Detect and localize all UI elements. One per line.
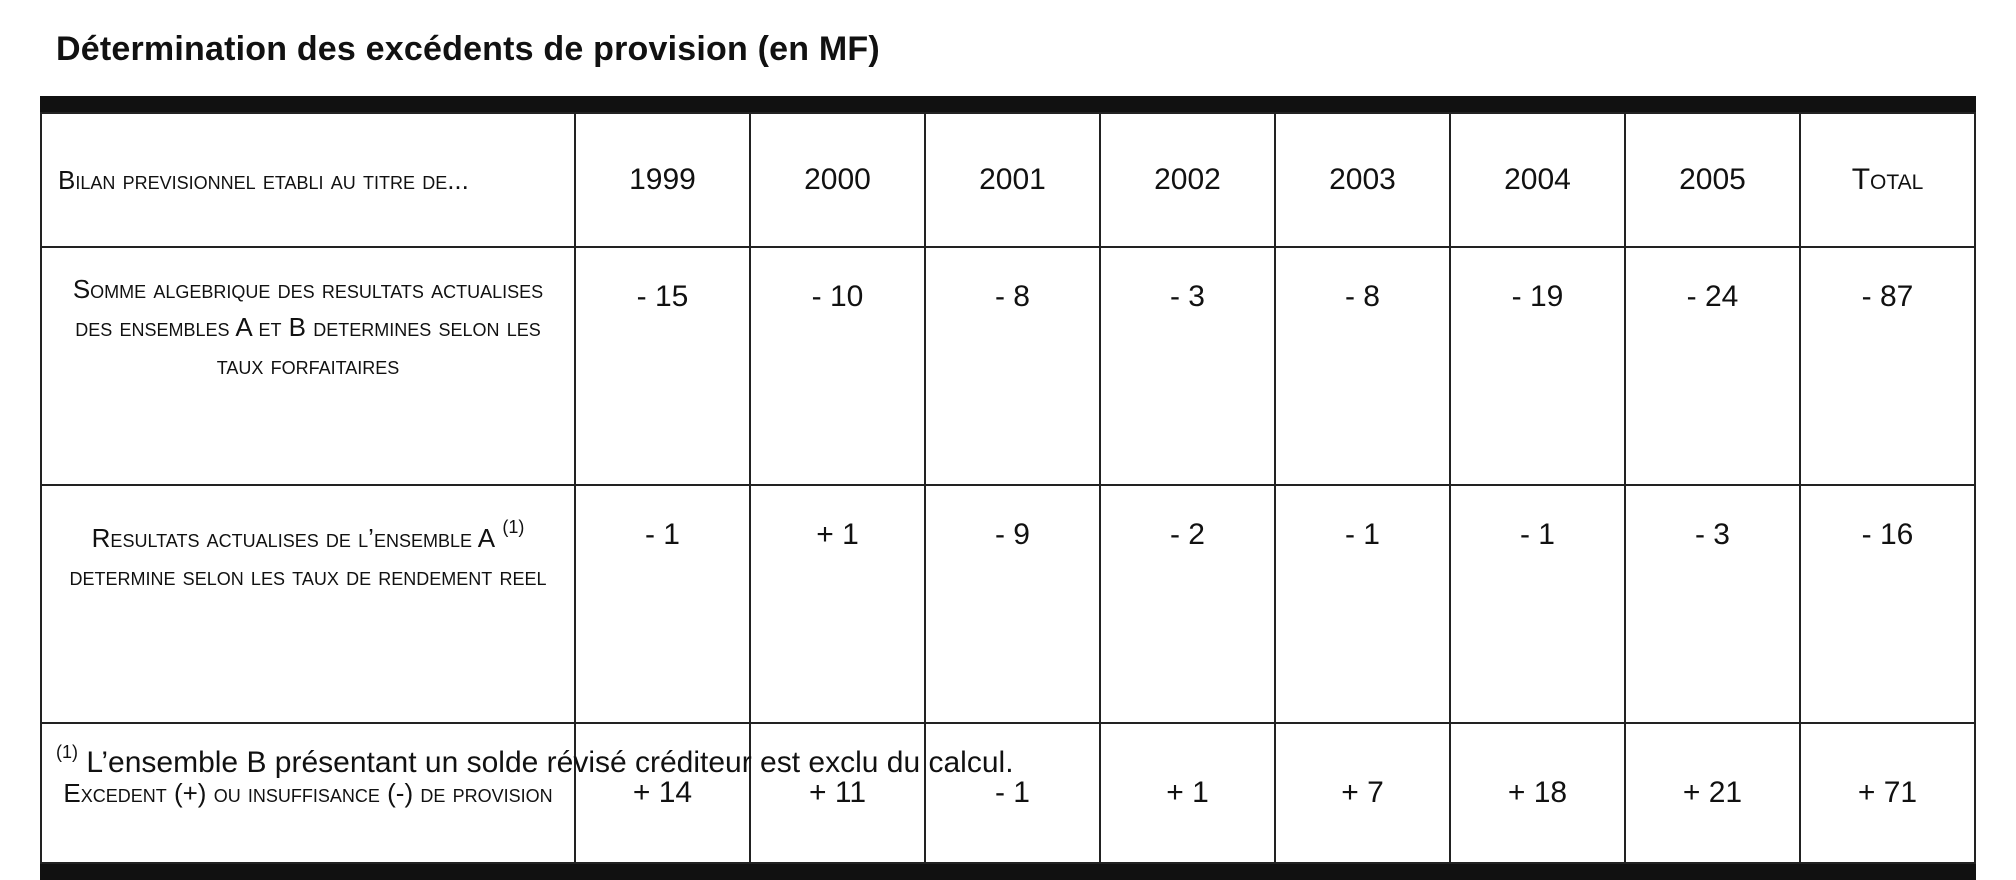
table-cell: + 1 (749, 484, 926, 724)
header-year-cell: 2001 (924, 112, 1101, 248)
row-label: Resultats actualises de l’ensemble A (1)… (40, 484, 576, 724)
table-cell: - 15 (574, 246, 751, 486)
table-cell: - 8 (924, 246, 1101, 486)
header-label-cell: Bilan previsionnel etabli au titre de... (40, 112, 576, 248)
header-total-cell: Total (1799, 112, 1976, 248)
table-cell: - 10 (749, 246, 926, 486)
table-cell: - 3 (1624, 484, 1801, 724)
table-cell: - 9 (924, 484, 1101, 724)
header-year-cell: 2002 (1099, 112, 1276, 248)
table-cell: + 18 (1449, 722, 1626, 864)
table-cell: - 24 (1624, 246, 1801, 486)
table-row: Resultats actualises de l’ensemble A (1)… (40, 484, 1976, 724)
row-label: Somme algebrique des resultats actualise… (40, 246, 576, 486)
provision-table: Bilan previsionnel etabli au titre de...… (40, 112, 1976, 864)
footnote: (1) L’ensemble B présentant un solde rév… (56, 742, 1014, 780)
page-title: Détermination des excédents de provision… (56, 30, 880, 68)
table-total-cell: - 87 (1799, 246, 1976, 486)
table-cell: + 7 (1274, 722, 1451, 864)
table-cell: - 1 (574, 484, 751, 724)
table-cell: - 1 (1274, 484, 1451, 724)
header-year-cell: 2000 (749, 112, 926, 248)
table-total-cell: - 16 (1799, 484, 1976, 724)
row-label-text: determine selon les taux de rendement re… (69, 561, 547, 591)
table-cell: - 3 (1099, 246, 1276, 486)
header-year-cell: 1999 (574, 112, 751, 248)
row-label-text: Somme algebrique des resultats actualise… (72, 274, 544, 380)
table-cell: - 8 (1274, 246, 1451, 486)
table-total-cell: + 71 (1799, 722, 1976, 864)
table-cell: - 1 (1449, 484, 1626, 724)
header-year-cell: 2004 (1449, 112, 1626, 248)
header-year-cell: 2005 (1624, 112, 1801, 248)
table-cell: + 21 (1624, 722, 1801, 864)
table-cell: + 1 (1099, 722, 1276, 864)
footnote-marker: (1) (56, 742, 78, 762)
row-label-text: Resultats actualises de l’ensemble A (91, 523, 496, 553)
table-row: Somme algebrique des resultats actualise… (40, 246, 1976, 486)
footnote-ref: (1) (502, 517, 525, 537)
row-label-text: Excedent (+) ou insuffisance (-) de prov… (63, 778, 553, 808)
table-cell: - 2 (1099, 484, 1276, 724)
table-header-row: Bilan previsionnel etabli au titre de...… (40, 112, 1976, 248)
footnote-text: L’ensemble B présentant un solde révisé … (78, 746, 1014, 779)
header-year-cell: 2003 (1274, 112, 1451, 248)
provision-table-frame: Bilan previsionnel etabli au titre de...… (40, 96, 1976, 880)
table-cell: - 19 (1449, 246, 1626, 486)
